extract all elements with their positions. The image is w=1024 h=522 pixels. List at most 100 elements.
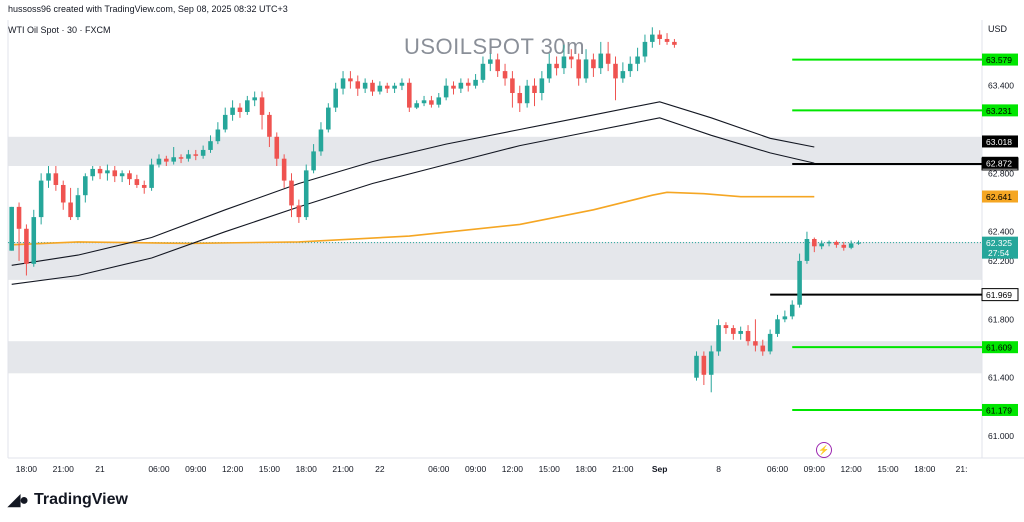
candle-body-107 <box>812 239 817 247</box>
candle-body-36 <box>274 136 280 159</box>
symbol-label: WTI Oil Spot · 30 · FXCM <box>8 25 111 35</box>
candle-body-11 <box>90 168 95 177</box>
candle-body-73 <box>546 63 552 79</box>
candle-body-35 <box>267 114 272 137</box>
lightning-icon[interactable]: ⚡ <box>816 442 832 458</box>
candle-body-98 <box>745 330 751 342</box>
candle-body-108 <box>819 243 824 247</box>
x-tick-label: 18:00 <box>16 464 38 474</box>
candle-body-56 <box>421 100 427 104</box>
candle-body-75 <box>561 56 567 69</box>
candle-body-99 <box>753 341 758 346</box>
countdown-label: 27:54 <box>988 248 1010 258</box>
y-tick-label: 62.400 <box>988 227 1014 237</box>
candle-body-89 <box>664 38 670 42</box>
tradingview-brand: ◢● TradingView <box>8 490 128 510</box>
candle-body-31 <box>237 107 243 112</box>
candle-body-1 <box>16 206 22 229</box>
candle-body-32 <box>245 100 250 112</box>
moving-average-line <box>11 191 815 246</box>
candle-body-104 <box>789 304 795 317</box>
candle-body-71 <box>532 85 537 93</box>
candle-body-18 <box>141 184 147 188</box>
y-tick-label: 62.200 <box>988 256 1014 266</box>
candle-body-63 <box>473 79 478 86</box>
candle-body-28 <box>215 129 221 142</box>
candle-body-16 <box>127 173 132 180</box>
candle-body-6 <box>53 173 59 185</box>
x-tick-label: 06:00 <box>428 464 450 474</box>
price-tag-bg-2 <box>982 190 1018 203</box>
level-tag-label: 61.969 <box>986 290 1012 300</box>
candle-body-14 <box>112 170 118 177</box>
zone-band-1 <box>8 241 982 280</box>
candle-body-2 <box>24 228 29 264</box>
candle-body-61 <box>458 82 464 89</box>
x-tick-label: 21: <box>956 464 968 474</box>
x-tick-label: 18:00 <box>575 464 597 474</box>
y-tick-label: 63.400 <box>988 81 1014 91</box>
candle-body-79 <box>591 59 596 69</box>
candle-body-76 <box>569 56 574 60</box>
x-tick-label: 12:00 <box>840 464 862 474</box>
candle-body-9 <box>75 195 81 218</box>
candle-body-93 <box>708 351 714 375</box>
candle-body-46 <box>348 78 353 82</box>
candle-body-19 <box>149 164 154 188</box>
level-tag-bg-4 <box>982 341 1018 354</box>
band-upper-line <box>11 101 815 266</box>
x-tick-label: 06:00 <box>767 464 789 474</box>
level-tag-bg-3 <box>981 288 1019 302</box>
candle-body-21 <box>164 158 169 162</box>
x-tick-label: 09:00 <box>465 464 487 474</box>
candle-body-39 <box>296 205 302 218</box>
candle-body-102 <box>775 319 780 334</box>
level-tag-bg-1 <box>982 104 1018 117</box>
candle-body-78 <box>583 59 589 79</box>
x-tick-label: 15:00 <box>877 464 899 474</box>
candle-body-57 <box>429 100 434 105</box>
candle-body-65 <box>488 59 493 64</box>
candle-body-50 <box>377 85 383 92</box>
candle-body-17 <box>134 179 140 185</box>
x-tick-label: 21 <box>95 464 105 474</box>
x-tick-label: 06:00 <box>148 464 170 474</box>
candle-body-0 <box>9 206 14 251</box>
price-tag-label: 62.641 <box>986 192 1012 202</box>
candle-body-105 <box>797 260 802 305</box>
candle-body-54 <box>407 82 412 108</box>
candle-body-113 <box>856 242 861 244</box>
candle-body-72 <box>539 78 545 93</box>
y-tick-label: 61.800 <box>988 314 1014 324</box>
candle-body-30 <box>230 107 235 115</box>
candle-body-25 <box>193 154 199 156</box>
candle-body-109 <box>826 241 832 244</box>
x-tick-label: Sep <box>652 464 668 474</box>
price-tag-bg-0 <box>982 135 1018 148</box>
x-tick-label: 8 <box>716 464 721 474</box>
candle-body-45 <box>340 78 346 89</box>
candle-body-47 <box>355 81 361 89</box>
candle-body-60 <box>451 85 456 89</box>
candle-body-81 <box>605 53 611 64</box>
candle-body-12 <box>97 168 103 174</box>
candle-body-22 <box>171 157 176 162</box>
candle-body-95 <box>723 325 729 329</box>
candle-body-41 <box>311 151 316 171</box>
candle-body-82 <box>613 63 618 79</box>
candle-body-92 <box>701 355 707 375</box>
candle-body-26 <box>200 149 206 156</box>
x-tick-label: 09:00 <box>185 464 207 474</box>
candle-body-111 <box>841 244 847 248</box>
x-tick-label: 15:00 <box>259 464 281 474</box>
price-tag-label: 63.018 <box>986 137 1012 147</box>
x-tick-label: 21:00 <box>612 464 634 474</box>
level-tag-label: 61.609 <box>986 343 1012 353</box>
candle-body-48 <box>362 82 368 89</box>
candle-body-13 <box>105 170 110 174</box>
candle-body-55 <box>414 103 419 108</box>
candle-body-4 <box>38 180 44 218</box>
x-tick-label: 21:00 <box>332 464 354 474</box>
candle-body-67 <box>502 71 508 79</box>
